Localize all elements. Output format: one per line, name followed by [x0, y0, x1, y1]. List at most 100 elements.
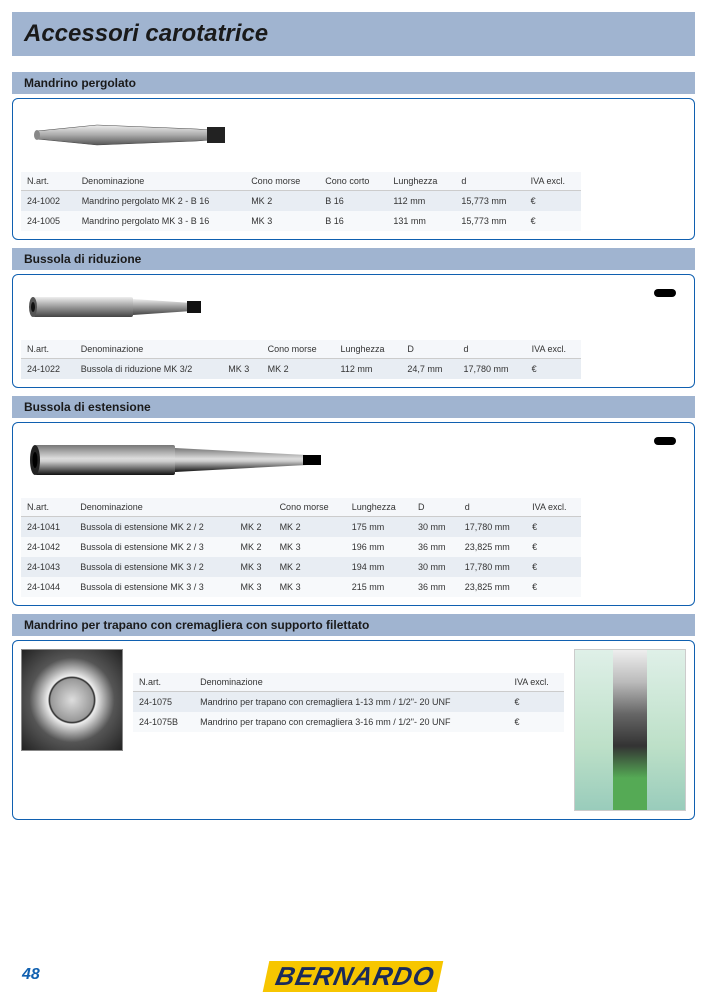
col-header: d: [455, 172, 524, 191]
cell: MK 2: [274, 557, 346, 577]
col-header: Denominazione: [76, 172, 246, 191]
cell: MK 3: [245, 211, 319, 231]
cell: 30 mm: [412, 517, 459, 538]
section4-header: Mandrino per trapano con cremagliera con…: [12, 614, 695, 636]
cell: €: [525, 191, 581, 212]
brand-logo: BERNARDO: [266, 961, 440, 992]
drill-press-image: [574, 649, 686, 811]
table-row: 24-1043 Bussola di estensione MK 3 / 2 M…: [21, 557, 581, 577]
table-row: 24-1044 Bussola di estensione MK 3 / 3 M…: [21, 577, 581, 597]
cell: 24-1044: [21, 577, 74, 597]
cell: €: [508, 712, 564, 732]
col-header: Cono corto: [319, 172, 387, 191]
table-row: 24-1022 Bussola di riduzione MK 3/2 MK 3…: [21, 359, 581, 380]
cell: 23,825 mm: [459, 537, 526, 557]
col-header: d: [458, 340, 526, 359]
col-header: Lunghezza: [335, 340, 402, 359]
cell: Bussola di estensione MK 3 / 3: [74, 577, 234, 597]
table-row: 24-1042 Bussola di estensione MK 2 / 3 M…: [21, 537, 581, 557]
cell: Mandrino per trapano con cremagliera 3-1…: [194, 712, 508, 732]
table-row: 24-1005 Mandrino pergolato MK 3 - B 16 M…: [21, 211, 581, 231]
col-header: IVA excl.: [508, 673, 564, 692]
col-header: N.art.: [21, 498, 74, 517]
table-row: 24-1041 Bussola di estensione MK 2 / 2 M…: [21, 517, 581, 538]
col-header: Cono morse: [274, 498, 346, 517]
section2-table: N.art. Denominazione Cono morse Lunghezz…: [21, 340, 581, 379]
col-header: [235, 498, 274, 517]
section3-table: N.art. Denominazione Cono morse Lunghezz…: [21, 498, 581, 597]
cell: 24-1022: [21, 359, 75, 380]
cell: 17,780 mm: [459, 557, 526, 577]
cell: €: [526, 577, 581, 597]
cell: 17,780 mm: [459, 517, 526, 538]
col-header: Cono morse: [245, 172, 319, 191]
col-header: N.art.: [21, 340, 75, 359]
cell: Bussola di estensione MK 2 / 3: [74, 537, 234, 557]
cell: €: [508, 692, 564, 713]
section4-table: N.art. Denominazione IVA excl. 24-1075 M…: [133, 673, 564, 732]
cell: 15,773 mm: [455, 211, 524, 231]
cell: MK 2: [235, 537, 274, 557]
cell: MK 3: [235, 577, 274, 597]
cell: MK 2: [262, 359, 335, 380]
cell: MK 2: [274, 517, 346, 538]
cell: 24-1005: [21, 211, 76, 231]
table-header-row: N.art. Denominazione Cono morse Lunghezz…: [21, 340, 581, 359]
section4-body: N.art. Denominazione IVA excl. 24-1075 M…: [12, 640, 695, 820]
bussola-riduzione-image: [27, 287, 207, 332]
cell: 24,7 mm: [401, 359, 457, 380]
cell: 175 mm: [346, 517, 412, 538]
section2-header: Bussola di riduzione: [12, 248, 695, 270]
col-header: D: [401, 340, 457, 359]
cell: 30 mm: [412, 557, 459, 577]
table-header-row: N.art. Denominazione IVA excl.: [133, 673, 564, 692]
cell: 215 mm: [346, 577, 412, 597]
cell: €: [526, 557, 581, 577]
mandrino-pergolato-image: [27, 111, 227, 164]
col-header: Denominazione: [75, 340, 223, 359]
cell: MK 3: [274, 577, 346, 597]
section2-body: N.art. Denominazione Cono morse Lunghezz…: [12, 274, 695, 388]
cell: 36 mm: [412, 537, 459, 557]
cell: Mandrino per trapano con cremagliera 1-1…: [194, 692, 508, 713]
cell: Mandrino pergolato MK 2 - B 16: [76, 191, 246, 212]
cell: 15,773 mm: [455, 191, 524, 212]
table-header-row: N.art. Denominazione Cono morse Cono cor…: [21, 172, 581, 191]
section3-header: Bussola di estensione: [12, 396, 695, 418]
col-header: Lunghezza: [387, 172, 455, 191]
table-header-row: N.art. Denominazione Cono morse Lunghezz…: [21, 498, 581, 517]
badge-icon: [654, 437, 676, 445]
cell: 24-1043: [21, 557, 74, 577]
cell: MK 2: [235, 517, 274, 538]
col-header: Denominazione: [194, 673, 508, 692]
cell: 17,780 mm: [458, 359, 526, 380]
cell: Mandrino pergolato MK 3 - B 16: [76, 211, 246, 231]
cell: 24-1075B: [133, 712, 194, 732]
page-title: Accessori carotatrice: [24, 20, 683, 48]
cell: 24-1002: [21, 191, 76, 212]
col-header: d: [459, 498, 526, 517]
table-row: 24-1002 Mandrino pergolato MK 2 - B 16 M…: [21, 191, 581, 212]
section1-table: N.art. Denominazione Cono morse Cono cor…: [21, 172, 581, 231]
cell: MK 3: [235, 557, 274, 577]
section1-header: Mandrino pergolato: [12, 72, 695, 94]
cell: 112 mm: [387, 191, 455, 212]
section3-body: N.art. Denominazione Cono morse Lunghezz…: [12, 422, 695, 606]
col-header: IVA excl.: [526, 340, 581, 359]
col-header: D: [412, 498, 459, 517]
col-header: Denominazione: [74, 498, 234, 517]
section1-body: N.art. Denominazione Cono morse Cono cor…: [12, 98, 695, 240]
col-header: IVA excl.: [526, 498, 581, 517]
col-header: N.art.: [133, 673, 194, 692]
cell: €: [526, 359, 581, 380]
cell: 24-1041: [21, 517, 74, 538]
page-title-bar: Accessori carotatrice: [12, 12, 695, 56]
cell: 36 mm: [412, 577, 459, 597]
cell: MK 3: [274, 537, 346, 557]
footer: BERNARDO: [0, 961, 707, 992]
cell: 24-1075: [133, 692, 194, 713]
table-row: 24-1075B Mandrino per trapano con cremag…: [133, 712, 564, 732]
cell: 196 mm: [346, 537, 412, 557]
cell: B 16: [319, 191, 387, 212]
col-header: Cono morse: [262, 340, 335, 359]
